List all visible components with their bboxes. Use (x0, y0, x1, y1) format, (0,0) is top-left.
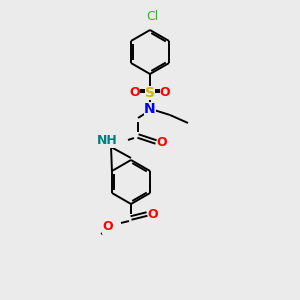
Text: S: S (145, 86, 155, 100)
Text: O: O (102, 220, 113, 233)
Text: O: O (157, 136, 167, 148)
Text: NH: NH (97, 134, 118, 148)
Text: Cl: Cl (146, 10, 158, 23)
Text: O: O (160, 85, 170, 98)
Text: N: N (144, 102, 156, 116)
Text: O: O (130, 85, 140, 98)
Text: O: O (148, 208, 158, 220)
